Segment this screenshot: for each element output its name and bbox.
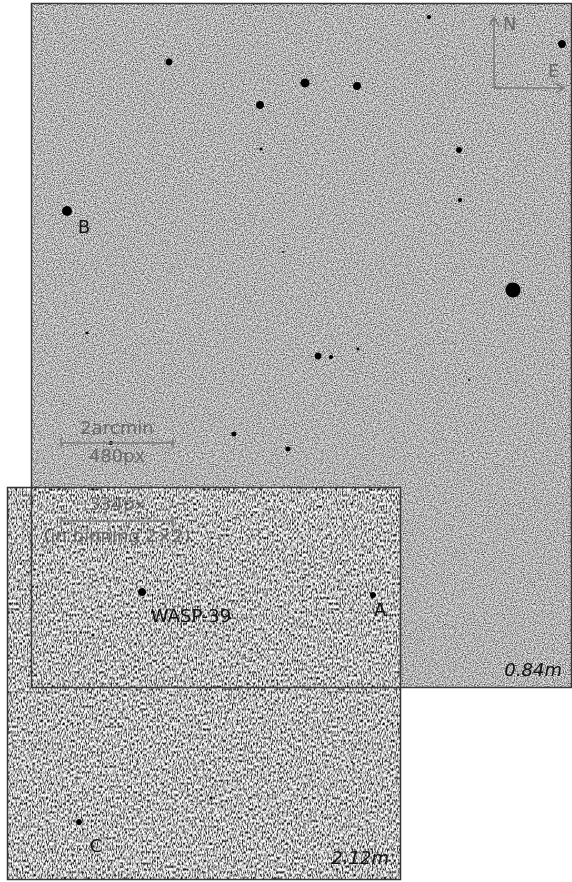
star xyxy=(458,198,462,202)
star xyxy=(166,59,173,66)
compass-north: N xyxy=(503,14,516,35)
star xyxy=(286,447,291,452)
star xyxy=(558,40,566,48)
star-label: C xyxy=(90,836,103,857)
star xyxy=(301,79,310,88)
star xyxy=(260,148,263,151)
star xyxy=(456,147,462,153)
star-label: WASP-39 xyxy=(151,606,231,627)
star xyxy=(92,634,95,637)
star xyxy=(315,353,322,360)
telescope-label: 0.84m xyxy=(504,660,562,681)
star xyxy=(232,432,237,437)
star-label: A xyxy=(374,600,387,621)
star xyxy=(353,82,361,90)
star xyxy=(282,251,284,253)
star xyxy=(76,819,82,825)
star xyxy=(210,797,213,800)
star xyxy=(138,588,146,596)
star xyxy=(427,15,431,19)
star xyxy=(62,206,72,216)
star xyxy=(256,101,264,109)
star xyxy=(329,355,333,359)
star xyxy=(506,283,521,298)
star-label: B xyxy=(78,217,90,238)
star xyxy=(357,348,360,351)
telescope-label: 2.12m xyxy=(331,848,389,869)
star xyxy=(351,761,353,763)
page: N E 2arcmin 480px 334px (in binning 2×2)… xyxy=(0,0,572,882)
star xyxy=(86,332,89,335)
scale-pixels: 480px xyxy=(89,446,146,467)
compass-east: E xyxy=(548,61,559,82)
star xyxy=(370,592,376,598)
finder-chart: N E 2arcmin 480px 334px (in binning 2×2)… xyxy=(0,0,572,882)
scale-pixels: 334px xyxy=(89,494,146,515)
scale-note: (in binning 2×2) xyxy=(44,526,191,547)
scale-angle: 2arcmin xyxy=(80,418,153,439)
star xyxy=(468,379,470,381)
